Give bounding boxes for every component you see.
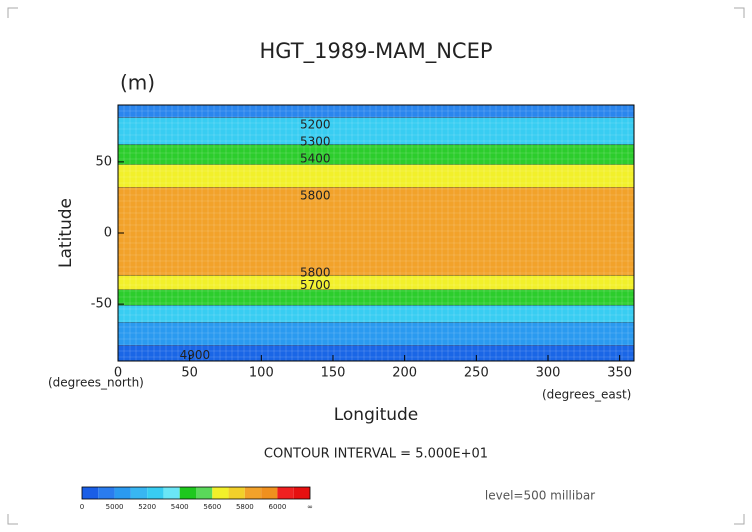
contour-label: 4900	[180, 348, 211, 362]
contour-band	[118, 322, 634, 346]
x-tick-label: 100	[249, 366, 274, 381]
colorbar-swatch	[179, 487, 196, 499]
x-tick-label: 200	[392, 366, 417, 381]
y-tick-label: 50	[95, 154, 112, 169]
colorbar-swatch	[293, 487, 310, 499]
contour-label: 5400	[300, 152, 331, 166]
colorbar-swatch	[163, 487, 180, 499]
colorbar-swatch	[277, 487, 294, 499]
colorbar-label: 6000	[269, 503, 287, 511]
level: level=500 millibar	[485, 489, 595, 503]
contour-band	[118, 305, 634, 323]
colorbar-swatch	[82, 487, 99, 499]
x-tick-label: 250	[464, 366, 489, 381]
contour-band	[118, 275, 634, 290]
colorbar-swatch	[98, 487, 115, 499]
colorbar-swatch	[244, 487, 262, 499]
x-tick-label: 150	[321, 366, 346, 381]
colorbar-swatch	[114, 487, 131, 499]
corner-marks	[7, 7, 745, 525]
colorbar-swatch	[147, 487, 164, 499]
colorbar-label: ∞	[307, 503, 313, 511]
units: (m)	[120, 71, 155, 95]
chart-title: HGT_1989-MAM_NCEP	[259, 39, 492, 64]
x-tick-label: 50	[181, 366, 198, 381]
colorbar-label: 5400	[171, 503, 189, 511]
contour-band	[118, 289, 634, 306]
colorbar-frame	[81, 486, 311, 500]
contour-band	[118, 164, 634, 188]
contour-label: 5800	[300, 189, 331, 203]
contour-label: 5200	[300, 117, 331, 131]
y-tick-label: 0	[104, 226, 112, 241]
contour-label: 5800	[300, 265, 331, 279]
x-tick-label: 300	[536, 366, 561, 381]
x-tick-label: 350	[607, 366, 632, 381]
colorbar-label: 5200	[138, 503, 156, 511]
contour-label: 5300	[300, 134, 331, 148]
colorbar-label: 5000	[106, 503, 124, 511]
colorbar-swatch	[228, 487, 245, 499]
colorbar-label: 0	[80, 503, 84, 511]
colorbar-label: 5800	[236, 503, 254, 511]
contour-band	[118, 117, 634, 145]
colorbar-swatch	[130, 487, 148, 499]
y-units: (degrees_north)	[48, 376, 144, 390]
y-tick-label: -50	[91, 297, 112, 312]
x-tick-label: 0	[114, 366, 122, 381]
y-axis-label: Latitude	[56, 198, 76, 268]
colorbar-swatch	[212, 487, 229, 499]
colorbar-swatch	[261, 487, 278, 499]
contour-label: 5700	[300, 278, 331, 292]
contour-interval: CONTOUR INTERVAL = 5.000E+01	[264, 447, 488, 462]
contour-band	[118, 345, 634, 361]
colorbar-swatch	[196, 487, 213, 499]
colorbar-label: 5600	[203, 503, 221, 511]
contour-band	[118, 105, 634, 118]
contour-band	[118, 187, 634, 276]
x-units: (degrees_east)	[542, 388, 631, 402]
x-axis-label: Longitude	[334, 405, 419, 425]
contour-band	[118, 144, 634, 165]
